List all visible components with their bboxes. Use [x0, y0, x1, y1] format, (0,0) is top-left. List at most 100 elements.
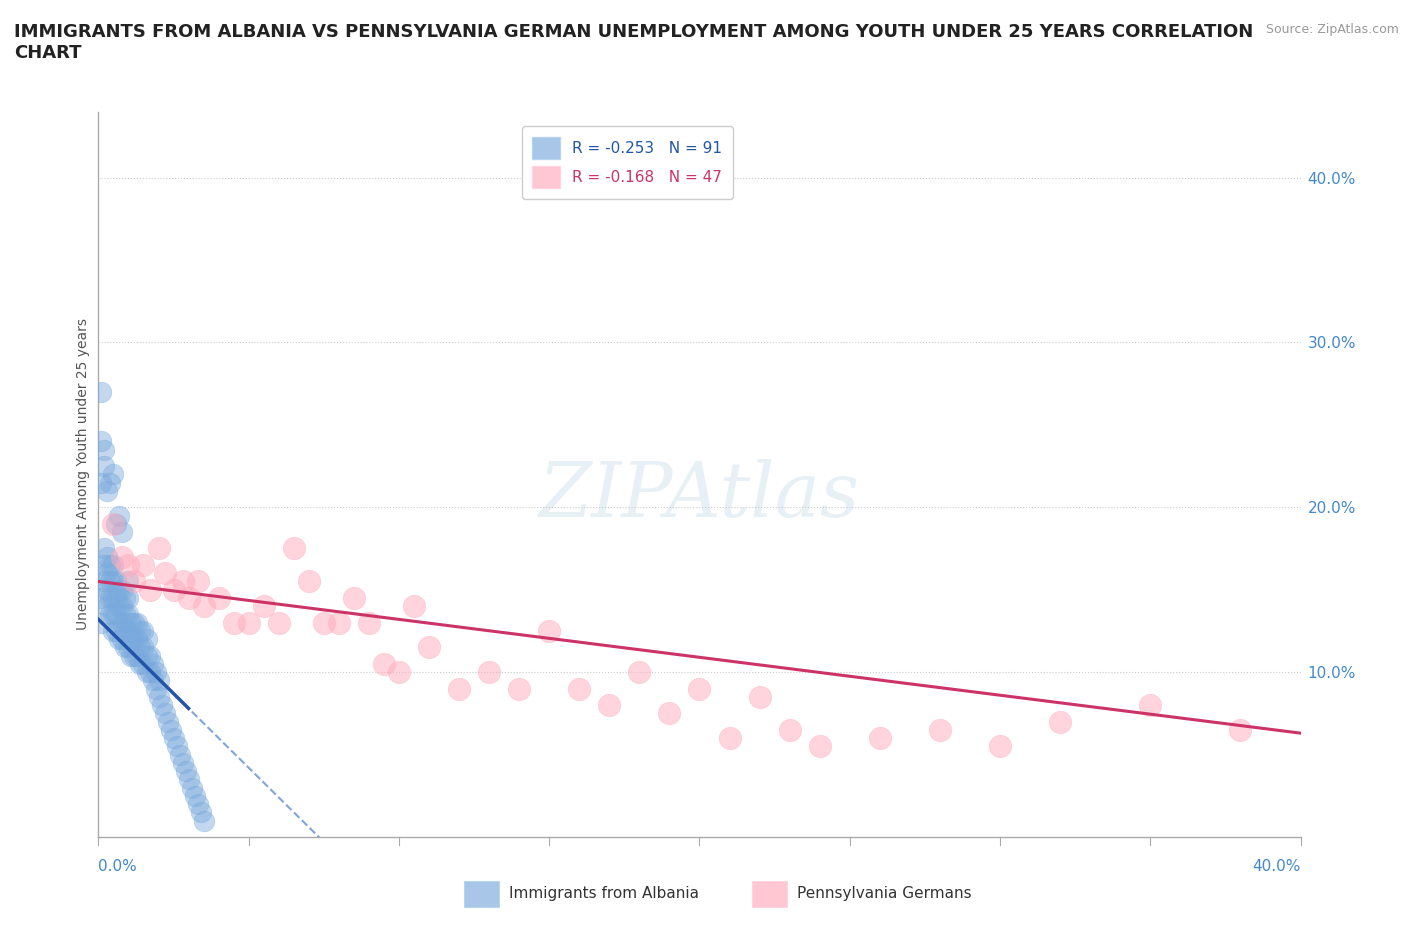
Point: [100, 574, 122, 589]
Point: [538, 623, 561, 638]
Point: [117, 607, 139, 622]
Point: [138, 665, 160, 680]
Point: [267, 616, 290, 631]
Point: [145, 665, 167, 680]
Point: [129, 623, 152, 638]
Point: [418, 640, 440, 655]
Point: [208, 591, 231, 605]
Point: [90, 434, 112, 449]
Point: [135, 631, 157, 646]
Point: [187, 797, 209, 812]
Point: [929, 723, 952, 737]
Point: [159, 723, 181, 737]
Point: [96, 550, 118, 565]
Point: [172, 755, 194, 770]
Point: [111, 616, 134, 631]
Point: [117, 623, 139, 638]
Point: [93, 541, 115, 556]
Point: [93, 558, 115, 573]
Point: [447, 681, 470, 696]
Point: [174, 764, 197, 778]
Point: [117, 558, 139, 573]
Point: [90, 616, 112, 631]
Point: [598, 698, 620, 712]
Point: [628, 665, 651, 680]
Point: [96, 565, 118, 580]
Point: [124, 616, 146, 631]
Point: [478, 665, 501, 680]
Point: [96, 484, 118, 498]
Point: [689, 681, 711, 696]
Point: [103, 607, 125, 622]
Point: [127, 631, 149, 646]
Point: [96, 599, 118, 614]
Point: [808, 738, 831, 753]
Point: [103, 574, 125, 589]
Point: [508, 681, 530, 696]
Point: [169, 747, 191, 762]
Point: [1049, 714, 1071, 729]
Point: [138, 582, 160, 597]
Point: [298, 574, 321, 589]
Point: [148, 541, 170, 556]
Point: [312, 616, 335, 631]
Point: [124, 574, 146, 589]
Point: [132, 657, 155, 671]
Point: [328, 616, 350, 631]
Point: [105, 607, 128, 622]
Point: [172, 574, 194, 589]
Point: [193, 599, 215, 614]
Point: [96, 582, 118, 597]
Point: [177, 772, 200, 787]
Point: [105, 574, 128, 589]
Point: [93, 458, 115, 473]
Text: ZIPAtlas: ZIPAtlas: [538, 459, 860, 533]
Point: [748, 689, 770, 704]
Point: [117, 640, 139, 655]
Point: [135, 648, 157, 663]
Point: [129, 640, 152, 655]
Point: [141, 657, 163, 671]
Point: [105, 591, 128, 605]
Point: [90, 475, 112, 490]
Point: [193, 813, 215, 828]
Point: [283, 541, 305, 556]
Point: [90, 591, 112, 605]
Point: [111, 582, 134, 597]
Legend: R = -0.253   N = 91, R = -0.168   N = 47: R = -0.253 N = 91, R = -0.168 N = 47: [522, 126, 733, 199]
Point: [124, 648, 146, 663]
Point: [114, 623, 136, 638]
Point: [153, 565, 176, 580]
Point: [1229, 723, 1251, 737]
Point: [166, 738, 188, 753]
Point: [238, 616, 260, 631]
Point: [132, 640, 155, 655]
Point: [124, 631, 146, 646]
Point: [148, 673, 170, 688]
Point: [111, 631, 134, 646]
Point: [127, 648, 149, 663]
Point: [90, 384, 112, 399]
Text: 0.0%: 0.0%: [98, 858, 138, 874]
Point: [357, 616, 380, 631]
Point: [121, 616, 143, 631]
Point: [150, 698, 173, 712]
Point: [100, 475, 122, 490]
Point: [108, 582, 131, 597]
Text: Immigrants from Albania: Immigrants from Albania: [509, 886, 699, 901]
Point: [162, 731, 184, 746]
Point: [121, 648, 143, 663]
Point: [141, 673, 163, 688]
Point: [108, 616, 131, 631]
Point: [148, 689, 170, 704]
Point: [108, 631, 131, 646]
Point: [121, 631, 143, 646]
Point: [127, 616, 149, 631]
Point: [222, 616, 245, 631]
Point: [145, 681, 167, 696]
Point: [138, 648, 160, 663]
Point: [132, 558, 155, 573]
Point: [108, 508, 131, 523]
Point: [177, 591, 200, 605]
Point: [103, 467, 125, 482]
